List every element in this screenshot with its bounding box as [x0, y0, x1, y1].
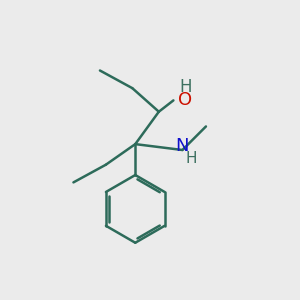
Text: H: H — [179, 78, 192, 96]
Text: N: N — [176, 136, 189, 154]
Text: O: O — [178, 91, 192, 109]
Text: H: H — [185, 151, 197, 166]
